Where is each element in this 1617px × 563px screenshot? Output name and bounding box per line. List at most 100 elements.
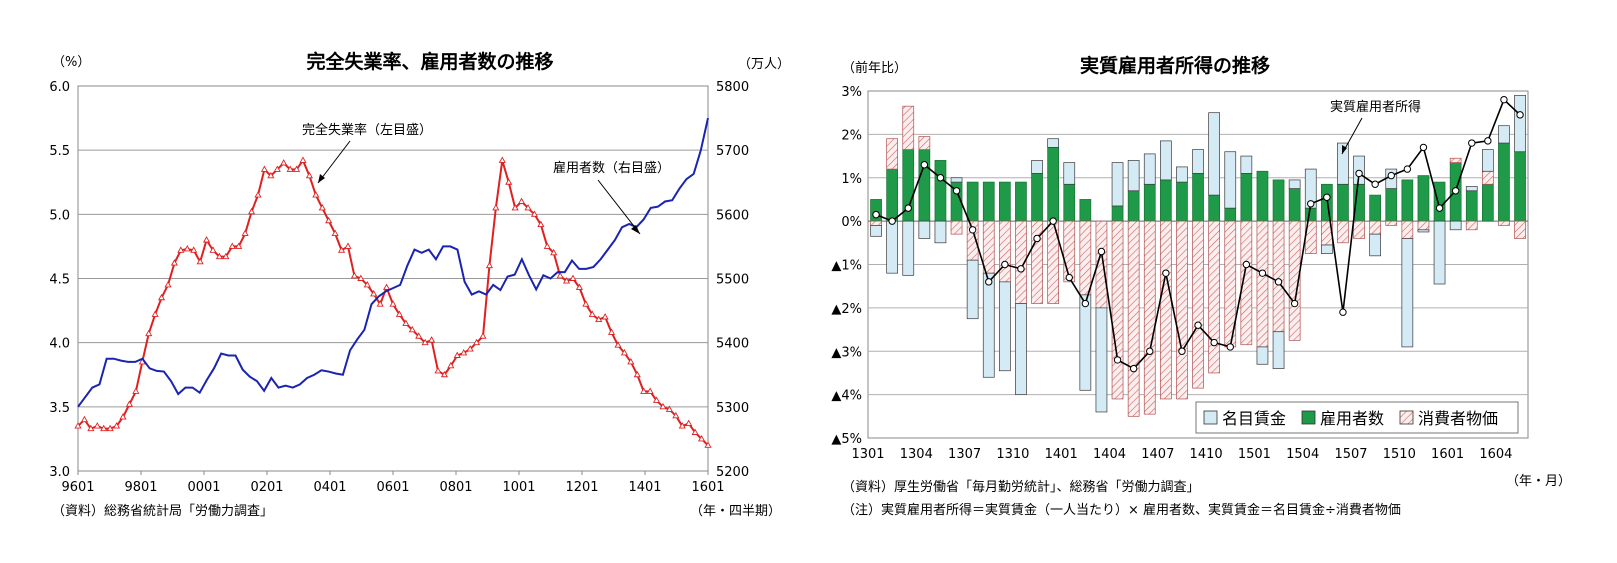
employees-bar [998,181,1011,222]
employees-bar [1256,170,1269,222]
unemployment-rate-point [228,242,236,249]
annotation-employees: 雇用者数（右目盛） [553,160,670,176]
unemployment-rate-point [646,387,654,394]
employees-bar [982,181,995,222]
real-income-point [1274,278,1283,286]
left-y-ticks: 3.0 3.5 4.0 4.5 5.0 5.5 6.0 [49,80,70,480]
nominal-wage-bar [1514,94,1526,153]
nominal-wage-bar [902,220,915,276]
nominal-wage-bar [1031,160,1043,174]
right-x-unit: （年・月） [1506,474,1571,489]
left-x-tick-label: 0601 [376,480,409,495]
annotation-unemployment: 完全失業率（左目盛） [302,122,432,138]
cpi-bar [1111,220,1124,400]
employees-bar [1514,151,1526,222]
unemployment-rate-point [235,242,243,249]
nominal-wage-bar [1015,303,1027,395]
nominal-wage-bar [1320,244,1333,255]
unemployment-rate-point [125,400,133,407]
real-income-point [1226,343,1234,351]
cpi-bar [1192,220,1204,389]
legend-swatch-employees [1301,410,1316,425]
real-income-point [1017,265,1025,273]
unemployment-rate-point [434,366,442,374]
unemployment-rate-point [389,300,397,307]
real-income-point [1033,234,1041,243]
unemployment-rate-point [158,293,166,301]
real-income-point [1049,217,1057,225]
real-income-point [1242,260,1251,269]
unemployment-rate-point [524,203,532,211]
left-x-tick-label: 1001 [502,480,535,495]
right-y-tick-label: 5500 [716,273,749,288]
unemployment-rate-point [505,178,513,185]
employees-bar [1208,194,1221,222]
real-income-point [1194,321,1202,329]
unemployment-rate-point [421,338,429,346]
real-income-point [888,217,896,225]
left-chart-title: 完全失業率、雇用者数の推移 [306,50,553,73]
real-income-point [1065,273,1073,282]
real-income-point [1210,338,1218,347]
right-chart: 実質雇用者所得の推移 （前年比） 3% 2% 1% 0% ▲1% ▲2% ▲3% ▲4% ▲5%… [831,54,1571,518]
employees-bar [1240,173,1253,222]
cpi-bar [1127,220,1140,417]
unemployment-rate-point [530,210,538,217]
employees-bar [1304,207,1317,222]
unemployment-rate-point [575,283,583,290]
left-x-tick-label: 0801 [439,480,472,495]
right-note-formula: （注）実質雇用者所得＝実質賃金（一人当たり）× 雇用者数、実質賃金＝名目賃金÷消… [842,502,1401,518]
right-x-tick-label: 1404 [1093,447,1126,462]
real-income-point [1484,137,1492,145]
unemployment-rate-point [498,156,506,163]
unemployment-rate-point [132,387,140,394]
employees-bar [1385,188,1398,222]
unemployment-rate-point [312,191,320,198]
unemployment-rate-point [633,370,641,378]
nominal-wage-bar [870,225,882,237]
real-income-point [1435,204,1444,212]
legend-label-nominal-wage: 名目賃金 [1222,409,1286,428]
cpi-bar [1288,220,1301,341]
unemployment-rate-point [299,156,307,163]
right-y-tick-label: 3% [841,85,862,100]
real-income-point [1097,247,1106,256]
unemployment-rate-point [209,246,217,253]
right-x-tick-label: 1501 [1238,447,1271,462]
unemployment-rate-point [376,300,384,307]
real-income-point [936,174,945,182]
left-x-ticks: 9601 9801 0001 0201 0401 0601 0801 1001 1201 1401… [61,471,725,495]
cpi-bar [1385,220,1398,226]
employees-bar [1031,173,1043,222]
unemployment-rate-point [80,415,88,423]
unemployment-rate-point [357,274,365,281]
cpi-bar [902,105,915,150]
cpi-bar [1031,220,1043,304]
right-x-tick-label: 1510 [1383,447,1416,462]
employees-bar [1159,179,1172,222]
real-income-point [1146,347,1154,355]
right-y-ticks: 5200 5300 5400 5500 5600 5700 5800 [716,80,749,480]
employees-bar [1176,181,1188,222]
employees-bar [886,168,899,222]
nominal-wage-bar [1111,162,1124,207]
right-y-tick-label: 1% [841,172,862,187]
unemployment-rate-point [627,357,635,365]
right-x-tick-label: 1401 [1045,447,1078,462]
unemployment-rate-point [100,424,108,432]
nominal-wage-bar [982,272,995,378]
right-y-tick-label: ▲2% [831,302,862,317]
employees-bar [1481,183,1494,222]
nominal-wage-bar [1449,220,1462,231]
unemployment-rate-point [685,419,693,426]
real-income-point [1290,299,1299,308]
employees-bar [1224,207,1237,222]
real-income-point [1387,171,1395,180]
left-source: （資料）総務省統計局「労働力調査」 [52,503,273,519]
unemployment-rate-point [395,310,403,317]
unemployment-rate-point [440,370,448,378]
employees-bar [1272,179,1285,222]
cpi-bar [1369,220,1382,235]
unemployment-rate-point [601,313,609,320]
